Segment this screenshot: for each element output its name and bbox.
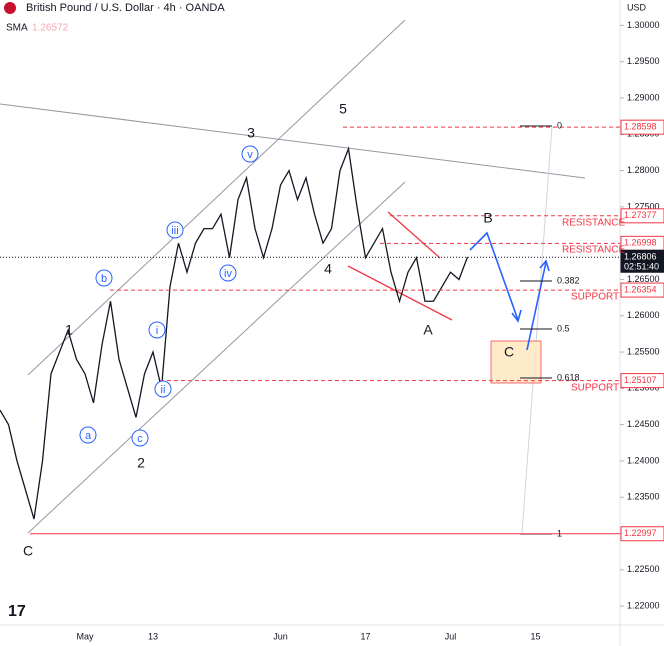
- wave-label: c: [137, 433, 143, 445]
- price-tag-label: 1.26998: [624, 238, 657, 248]
- price-tag: [620, 119, 664, 135]
- wave-label: a: [85, 430, 92, 442]
- wave-label: iii: [171, 225, 178, 237]
- indicator-name: SMA: [6, 23, 28, 34]
- wave-label: 5: [339, 101, 347, 117]
- zone-label: SUPPORT: [571, 383, 619, 394]
- x-tick-label: 17: [360, 631, 370, 641]
- price-tag-label: 1.22997: [624, 528, 657, 538]
- price-tag: [620, 282, 664, 298]
- wave-circle: [95, 269, 113, 287]
- x-tick-label: May: [76, 631, 94, 641]
- wave-label: B: [483, 210, 492, 226]
- y-tick-label: 1.29500: [627, 56, 660, 66]
- y-tick-label: 1.22500: [627, 564, 660, 574]
- logo: 17: [8, 603, 26, 620]
- price-tag-label: 1.27377: [624, 210, 657, 220]
- wedge-lines: [347, 211, 453, 321]
- wave-label: 2: [137, 455, 145, 471]
- y-tick-label: 1.24500: [627, 419, 660, 429]
- wave-label: C: [504, 344, 514, 360]
- wave-label: 1: [65, 322, 73, 338]
- y-tick-label: 1.29000: [627, 92, 660, 102]
- wave-circle: [241, 145, 259, 163]
- y-tick-label: 1.28000: [627, 165, 660, 175]
- fib-label: 0.382: [557, 275, 580, 285]
- countdown: 02:51:40: [624, 262, 659, 272]
- y-tick-label: 1.24000: [627, 455, 660, 465]
- wave-circle: [166, 221, 184, 239]
- price-tag-label: 1.28598: [624, 122, 657, 132]
- wave-label: A: [423, 322, 433, 338]
- wave-circle: [154, 380, 172, 398]
- fib-label: 0.5: [557, 323, 570, 333]
- x-tick-label: Jun: [273, 631, 288, 641]
- x-tick-label: 13: [148, 631, 158, 641]
- x-tick-label: Jul: [445, 631, 457, 641]
- x-tick-label: 15: [530, 631, 540, 641]
- y-tick-label: 1.30000: [627, 20, 660, 30]
- wave-label: C: [23, 543, 33, 559]
- fib-label: 0.618: [557, 372, 580, 382]
- fib-label: 1: [557, 528, 562, 538]
- symbol-icon: [4, 2, 16, 14]
- y-tick-label: 1.27500: [627, 201, 660, 211]
- y-tick-label: 1.23500: [627, 492, 660, 502]
- wave-circle: [148, 321, 166, 339]
- zone-label: SUPPORT: [571, 292, 619, 303]
- price-tag: [620, 249, 664, 273]
- wave-label: iv: [224, 268, 232, 280]
- zone-label: RESISTANCE: [562, 218, 625, 229]
- indicator-value: 1.26572: [32, 23, 69, 34]
- zone-label: RESISTANCE: [562, 245, 625, 256]
- wave-circle: [79, 426, 97, 444]
- y-tick-label: 1.25500: [627, 346, 660, 356]
- price-tag-label: 1.26354: [624, 284, 657, 294]
- projection-arrows: [469, 231, 550, 351]
- wave-label: v: [247, 149, 253, 161]
- price-tag: [620, 373, 664, 389]
- target-zone: [490, 340, 542, 384]
- price-tag: [620, 526, 664, 542]
- price-line: [0, 146, 469, 520]
- wave-label: 3: [247, 125, 255, 141]
- fib-label: 0: [557, 120, 562, 130]
- price-tag-label: 1.25107: [624, 375, 657, 385]
- chart-title: British Pound / U.S. Dollar · 4h · OANDA: [26, 2, 225, 14]
- price-tag-label: 1.26806: [624, 252, 657, 262]
- currency: USD: [627, 2, 647, 12]
- price-tag: [620, 208, 664, 224]
- wave-circle: [219, 264, 237, 282]
- y-tick-label: 1.26000: [627, 310, 660, 320]
- wave-circle: [131, 429, 149, 447]
- wave-label: b: [101, 273, 107, 285]
- wave-label: 4: [324, 261, 332, 277]
- wave-label: ii: [161, 384, 166, 396]
- y-tick-label: 1.22000: [627, 601, 660, 611]
- wave-label: i: [156, 325, 158, 337]
- y-tick-label: 1.26500: [627, 274, 660, 284]
